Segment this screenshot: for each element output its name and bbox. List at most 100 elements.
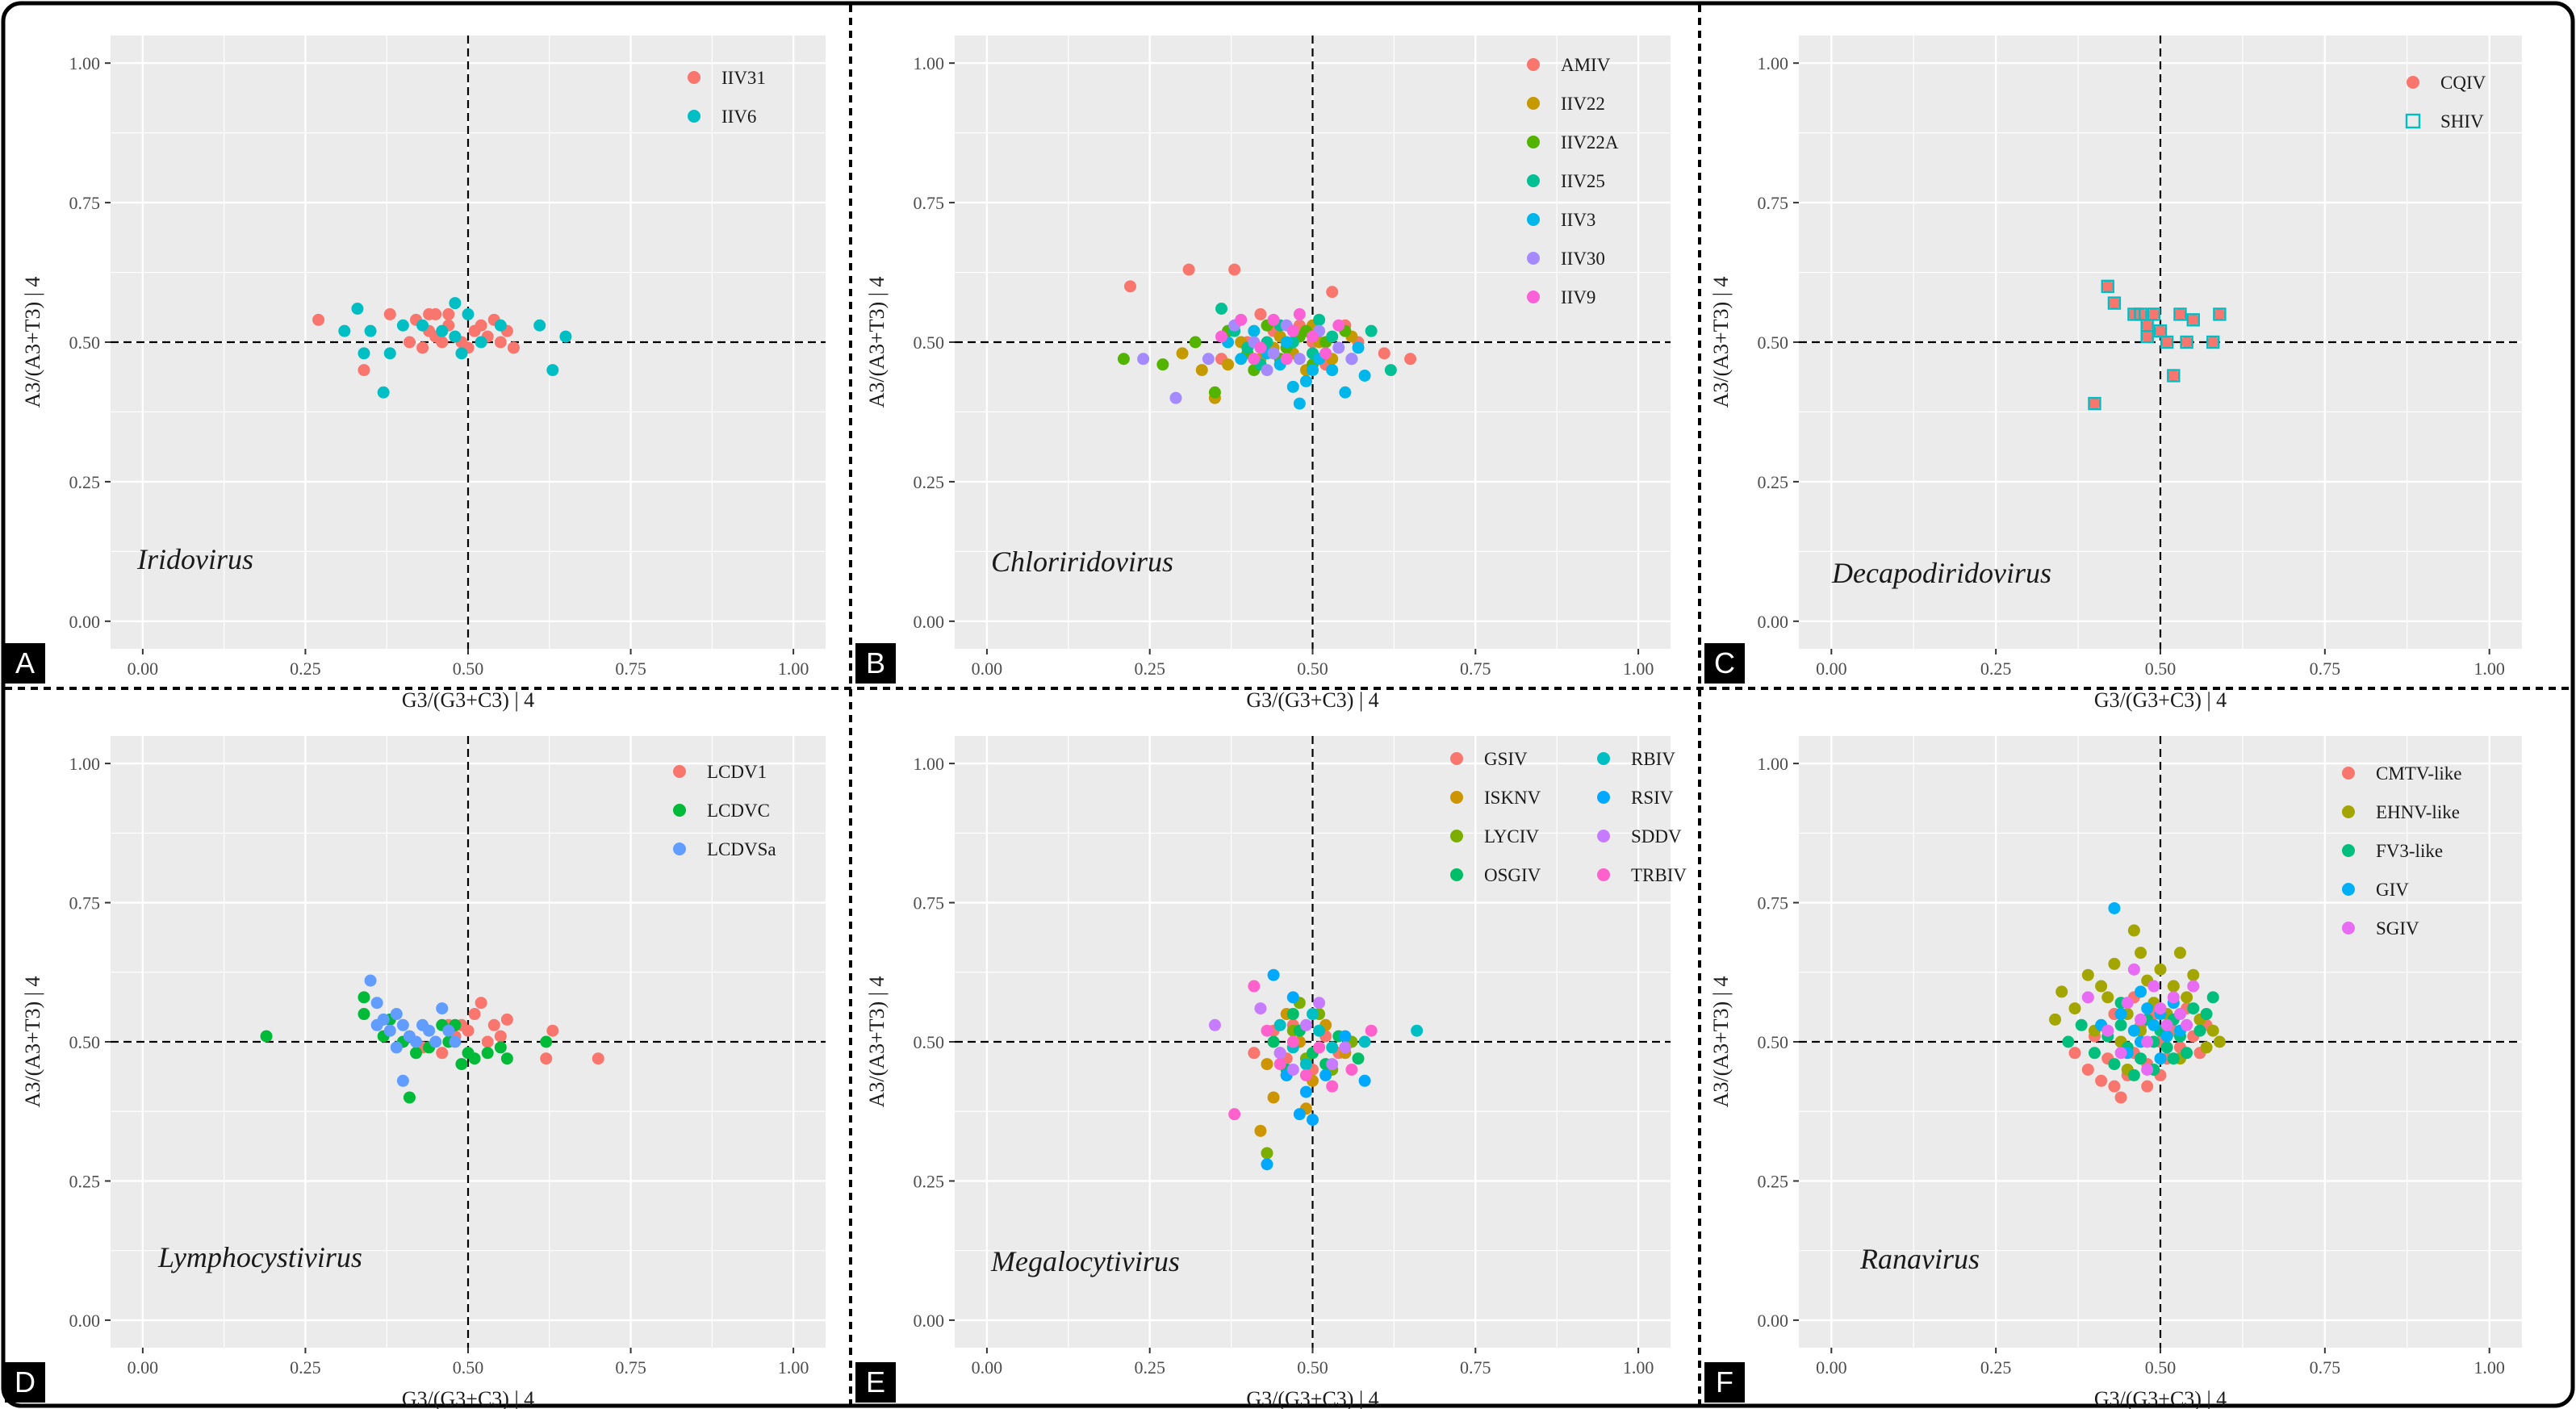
legend-label: SGIV: [2376, 918, 2419, 939]
x-axis-title: G3/(G3+C3) | 4: [402, 688, 534, 712]
data-point: [442, 308, 454, 320]
data-point: [1300, 1069, 1312, 1081]
data-point: [2147, 980, 2160, 993]
data-point: [2181, 991, 2193, 1003]
y-tick-label: 0.00: [1758, 612, 1789, 632]
data-point: [1365, 1025, 1378, 1037]
y-tick-label: 0.00: [69, 612, 101, 632]
x-tick-label: 0.75: [1460, 659, 1491, 679]
data-point: [1183, 264, 1195, 276]
legend-key: [688, 110, 700, 123]
x-tick-label: 1.00: [1623, 1357, 1654, 1378]
legend-key: [1527, 174, 1540, 187]
y-tick-label: 0.75: [69, 893, 101, 914]
data-point: [2095, 1075, 2107, 1087]
data-point: [501, 1052, 513, 1064]
y-axis-title: A3/(A3+T3) | 4: [865, 277, 889, 408]
y-axis-title: A3/(A3+T3) | 4: [21, 277, 44, 408]
legend-key: [2342, 922, 2355, 934]
data-point: [351, 303, 363, 315]
x-tick-label: 0.50: [1297, 1357, 1328, 1378]
data-point: [1294, 308, 1306, 320]
x-tick-label: 0.75: [2310, 1357, 2341, 1378]
data-point: [495, 337, 507, 349]
data-point: [2168, 370, 2180, 382]
data-point: [1261, 1158, 1273, 1170]
data-point: [1287, 991, 1299, 1003]
y-axis-title: A3/(A3+T3) | 4: [1709, 277, 1733, 408]
data-point: [410, 1036, 422, 1048]
legend-label: LCDVSa: [707, 839, 776, 859]
data-point: [1326, 364, 1338, 376]
data-point: [436, 1047, 448, 1059]
data-point: [2155, 1002, 2167, 1014]
data-point: [312, 314, 324, 326]
panel-b: 0.00 0.25 0.50 0.75 1.000.000.250.500.751.00…: [855, 36, 1671, 712]
x-tick-label: 0.50: [2145, 1357, 2177, 1378]
x-axis-title: G3/(G3+C3) | 4: [2094, 1387, 2227, 1409]
x-tick-label: 0.00: [972, 1357, 1003, 1378]
data-point: [1307, 331, 1319, 343]
data-point: [501, 1014, 513, 1026]
data-point: [2174, 947, 2186, 959]
data-point: [338, 325, 350, 337]
data-point: [1319, 347, 1332, 359]
x-tick-label: 0.75: [2310, 659, 2341, 679]
panel-a: 0.00 0.25 0.50 0.75 1.000.000.250.500.751.00…: [5, 36, 826, 712]
panel-c: 0.00 0.25 0.50 0.75 1.000.000.250.500.751.00…: [1704, 36, 2522, 712]
panel-letter: D: [15, 1365, 36, 1399]
legend-key: [1527, 136, 1540, 148]
legend-label: SDDV: [1631, 826, 1682, 847]
legend-key: [1527, 58, 1540, 71]
y-tick-label: 0.75: [1758, 193, 1789, 213]
data-point: [2115, 1008, 2127, 1020]
data-point: [2187, 969, 2199, 981]
legend-label: GIV: [2376, 880, 2409, 900]
data-point: [1177, 347, 1189, 359]
data-point: [1319, 1069, 1332, 1081]
data-point: [365, 325, 377, 337]
data-point: [365, 975, 377, 987]
data-point: [2201, 1041, 2213, 1053]
data-point: [1287, 1064, 1299, 1076]
data-point: [1294, 398, 1306, 410]
data-point: [2207, 337, 2219, 349]
data-point: [508, 341, 520, 353]
data-point: [1274, 1047, 1286, 1059]
data-point: [1332, 341, 1344, 353]
panel-letter: A: [15, 646, 35, 679]
data-point: [462, 308, 475, 320]
data-point: [2082, 991, 2094, 1003]
data-point: [416, 341, 429, 353]
data-point: [2135, 1014, 2147, 1026]
data-point: [371, 997, 383, 1009]
data-point: [397, 1075, 409, 1087]
data-point: [2089, 1047, 2101, 1059]
data-point: [1124, 280, 1136, 292]
data-point: [592, 1052, 604, 1064]
y-tick-label: 0.00: [1758, 1311, 1789, 1331]
data-point: [436, 1002, 448, 1014]
data-point: [2055, 985, 2068, 997]
data-point: [1326, 286, 1338, 298]
data-point: [1268, 969, 1280, 981]
y-tick-label: 0.00: [69, 1311, 101, 1331]
data-point: [2161, 1031, 2173, 1043]
data-point: [1215, 303, 1227, 315]
data-point: [1313, 1041, 1325, 1053]
data-point: [1326, 1081, 1338, 1093]
data-point: [358, 347, 370, 359]
data-point: [404, 337, 416, 349]
data-point: [1339, 1031, 1351, 1043]
legend-label: IIV9: [1561, 287, 1595, 307]
data-point: [1287, 325, 1299, 337]
data-point: [2108, 297, 2120, 309]
legend-key: [2342, 767, 2355, 780]
data-point: [1209, 387, 1221, 399]
data-point: [2141, 320, 2153, 332]
data-point: [2076, 1019, 2088, 1031]
data-point: [469, 1008, 481, 1020]
legend-label: ISKNV: [1484, 788, 1541, 808]
data-point: [2174, 308, 2186, 320]
y-tick-label: 0.50: [69, 1032, 101, 1052]
